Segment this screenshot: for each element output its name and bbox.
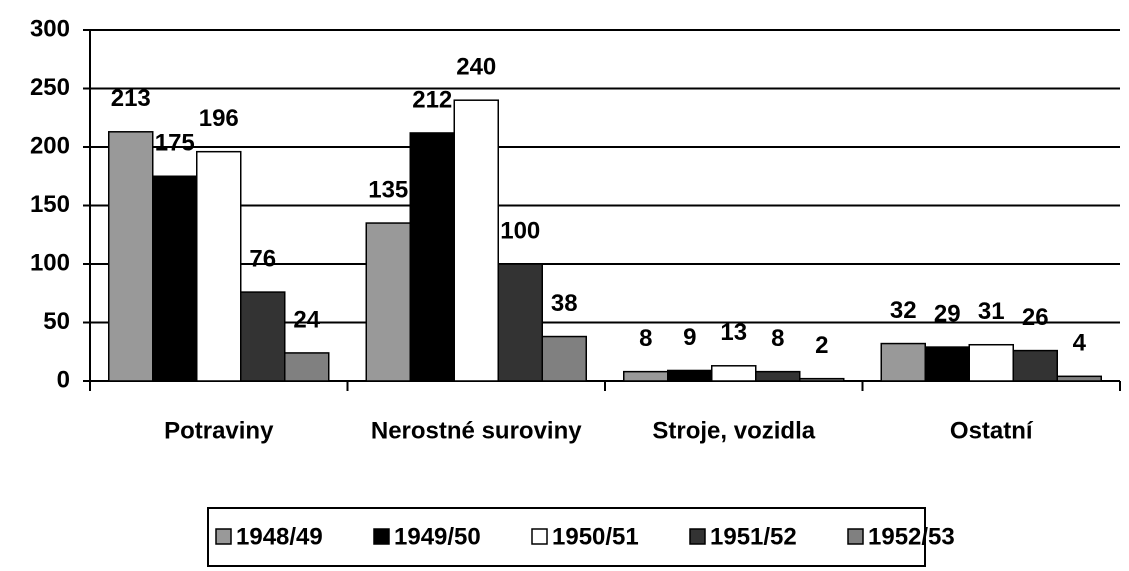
data-label: 100 xyxy=(500,217,540,244)
y-tick-label: 200 xyxy=(30,132,70,159)
x-tick-label: Stroje, vozidla xyxy=(652,417,815,444)
legend-swatch xyxy=(531,528,548,545)
bar xyxy=(1012,349,1058,382)
legend-label: 1951/52 xyxy=(710,523,797,550)
y-tick-label: 100 xyxy=(30,249,70,276)
bar xyxy=(409,132,455,382)
bar xyxy=(365,222,411,382)
y-tick-label: 50 xyxy=(43,308,70,335)
legend-swatch xyxy=(215,528,232,545)
data-label: 212 xyxy=(412,86,452,113)
bar xyxy=(284,352,330,382)
bar xyxy=(880,342,926,382)
bar xyxy=(623,370,669,382)
bar xyxy=(497,263,543,382)
data-label: 4 xyxy=(1073,330,1087,357)
data-label: 2 xyxy=(815,332,828,359)
data-label: 24 xyxy=(293,306,320,333)
data-label: 8 xyxy=(639,325,652,352)
bar xyxy=(196,150,242,382)
bar xyxy=(541,335,587,382)
data-label: 13 xyxy=(720,319,747,346)
legend-label: 1949/50 xyxy=(394,523,481,550)
y-tick-label: 300 xyxy=(30,15,70,42)
data-label: 32 xyxy=(890,297,917,324)
x-tick-label: Ostatní xyxy=(950,417,1034,444)
data-label: 135 xyxy=(368,176,408,203)
data-label: 8 xyxy=(771,325,784,352)
x-tick-label: Potraviny xyxy=(164,417,274,444)
y-tick-label: 250 xyxy=(30,74,70,101)
data-label: 29 xyxy=(934,300,961,327)
bar xyxy=(453,99,499,382)
y-tick-label: 0 xyxy=(57,366,70,393)
bar xyxy=(799,377,845,382)
bar xyxy=(240,291,286,382)
legend-label: 1948/49 xyxy=(236,523,323,550)
bar xyxy=(711,365,757,382)
legend-label: 1952/53 xyxy=(868,523,955,550)
data-label: 213 xyxy=(111,85,151,112)
legend-label: 1950/51 xyxy=(552,523,639,550)
data-label: 76 xyxy=(249,245,276,272)
data-label: 31 xyxy=(978,298,1005,325)
data-label: 196 xyxy=(199,105,239,132)
data-label: 26 xyxy=(1022,304,1049,331)
bar xyxy=(755,370,801,382)
data-label: 175 xyxy=(155,130,195,157)
legend-swatch xyxy=(373,528,390,545)
bar xyxy=(108,131,154,382)
data-label: 240 xyxy=(456,54,496,81)
legend-box xyxy=(207,507,926,567)
bar xyxy=(667,369,713,382)
legend-swatch xyxy=(847,528,864,545)
data-label: 9 xyxy=(683,324,696,351)
legend-swatch xyxy=(689,528,706,545)
data-label: 38 xyxy=(551,290,578,317)
y-tick-label: 150 xyxy=(30,191,70,218)
bar xyxy=(968,343,1014,382)
bar xyxy=(152,175,198,382)
x-tick-label: Nerostné suroviny xyxy=(371,417,582,444)
bar xyxy=(924,346,970,382)
bar xyxy=(1056,375,1102,382)
